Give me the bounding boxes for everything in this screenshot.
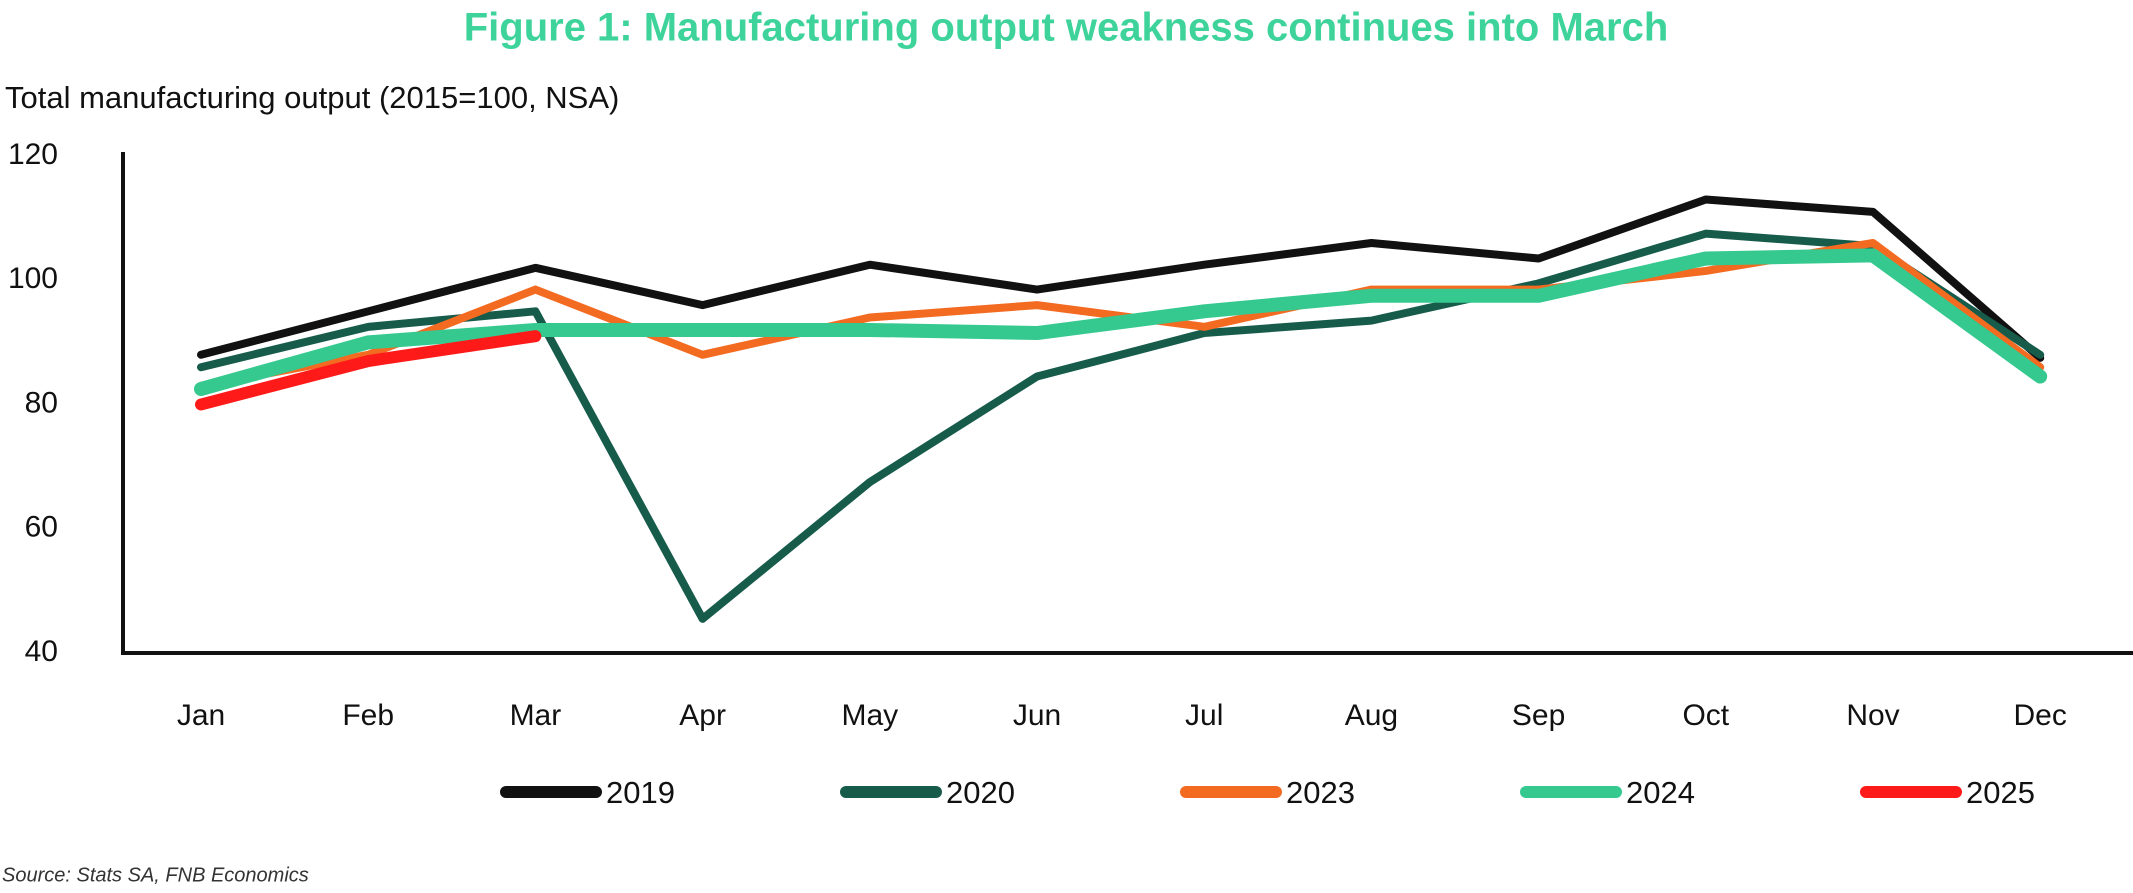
y-tick-label: 120 <box>8 138 58 171</box>
source: Source: Stats SA, FNB Economics <box>2 864 309 886</box>
x-tick-label: May <box>841 699 898 732</box>
x-tick-label: Nov <box>1846 699 1899 732</box>
y-tick-label: 80 <box>25 386 58 419</box>
y-tick-label: 40 <box>25 635 58 668</box>
x-tick-label: Jun <box>1013 699 1061 732</box>
series-line <box>195 330 542 411</box>
x-tick-label: Sep <box>1512 699 1565 732</box>
y-tick-label: 100 <box>8 262 58 295</box>
x-tick-label: Aug <box>1345 699 1398 732</box>
series-line <box>197 195 2045 362</box>
x-tick-label: Apr <box>679 699 726 732</box>
x-tick-label: Oct <box>1682 699 1729 732</box>
series-line <box>197 229 2045 623</box>
x-tick-label: Dec <box>2014 699 2067 732</box>
x-tick-label: Jul <box>1185 699 1223 732</box>
legend-label: 2024 <box>1626 775 1695 810</box>
legend-label: 2020 <box>946 775 1015 810</box>
x-tick-label: Feb <box>342 699 394 732</box>
series-line <box>194 248 2048 396</box>
x-tick-label: Mar <box>510 699 562 732</box>
legend-label: 2023 <box>1286 775 1355 810</box>
legend-label: 2019 <box>606 775 675 810</box>
y-tick-label: 60 <box>25 511 58 544</box>
x-tick-label: Jan <box>177 699 225 732</box>
subtitle: Total manufacturing output (2015=100, NS… <box>5 80 619 115</box>
legend-label: 2025 <box>1966 775 2035 810</box>
chart-title: Figure 1: Manufacturing output weakness … <box>464 6 1669 50</box>
